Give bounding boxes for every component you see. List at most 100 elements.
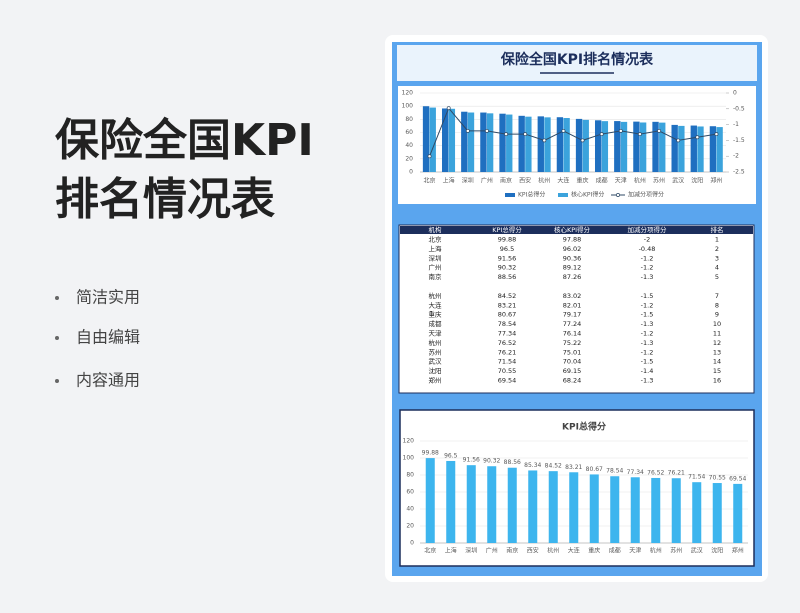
bar	[610, 476, 620, 543]
table-cell: 79.17	[563, 311, 582, 319]
y2-tick-label: -0.5	[733, 105, 745, 112]
table-cell: 89.12	[563, 264, 582, 272]
table-cell: 3	[715, 254, 719, 262]
table-cell: 12	[713, 339, 721, 347]
table-cell: 1	[715, 236, 719, 244]
bar	[659, 122, 666, 172]
bullet: 简洁实用	[76, 288, 140, 307]
table-cell: -1.5	[641, 358, 654, 366]
x-tick-label: 杭州	[538, 177, 550, 185]
line-marker	[714, 132, 719, 137]
table-cell: -0.48	[639, 245, 656, 253]
x-tick-label: 南京	[500, 177, 512, 185]
table-cell: 16	[713, 377, 721, 385]
table-cell: 91.56	[498, 254, 517, 262]
line-marker	[637, 132, 642, 137]
x-tick-label: 北京	[424, 177, 436, 185]
table-cell: 上海	[429, 244, 443, 253]
table-cell: 70.04	[563, 358, 582, 366]
y-tick-label: 20	[406, 523, 414, 530]
bar	[712, 483, 722, 543]
x-tick-label: 上海	[443, 177, 455, 185]
line	[429, 107, 717, 157]
y-tick-label: 120	[403, 438, 415, 445]
table-cell: -1.5	[641, 292, 654, 300]
x-tick-label: 郑州	[710, 177, 722, 185]
sheet-title: 保险全国KPI排名情况表	[500, 51, 654, 68]
y-tick-label: 20	[405, 155, 413, 162]
bullet-dot	[55, 336, 59, 340]
line-marker	[427, 154, 432, 159]
table-cell: 76.14	[563, 330, 582, 338]
table-header	[400, 226, 753, 234]
table-cell: -1.4	[641, 367, 654, 375]
y-tick-label: 100	[402, 103, 414, 110]
table-cell: 8	[715, 301, 719, 309]
headline: 排名情况表	[55, 174, 275, 225]
chart-title: KPI总得分	[562, 421, 606, 433]
data-label: 83.21	[565, 464, 582, 471]
bar	[652, 121, 659, 172]
table-cell: 99.88	[498, 236, 517, 244]
x-tick-label: 成都	[609, 547, 621, 555]
x-tick-label: 重庆	[577, 177, 589, 185]
x-tick-label: 西安	[527, 547, 539, 555]
table-cell: 96.02	[563, 245, 582, 253]
bar	[589, 474, 599, 543]
data-label: 88.56	[504, 459, 521, 466]
bar	[633, 121, 640, 172]
data-label: 77.34	[627, 469, 644, 476]
legend-label: 加减分项得分	[628, 191, 664, 199]
bar	[548, 471, 558, 543]
x-tick-label: 苏州	[653, 177, 665, 185]
bar	[690, 125, 697, 172]
bar	[671, 124, 678, 172]
table-cell: 广州	[429, 263, 442, 272]
x-tick-label: 大连	[557, 177, 569, 185]
bar	[525, 116, 532, 172]
x-tick-label: 天津	[629, 548, 641, 555]
bar	[507, 467, 517, 543]
table-cell: 郑州	[429, 377, 442, 385]
bar	[480, 112, 487, 172]
y2-tick-label: -1.5	[733, 137, 745, 144]
bar	[569, 472, 579, 543]
data-label: 96.5	[444, 452, 458, 459]
line-marker	[542, 138, 547, 143]
y-tick-label: 100	[403, 455, 415, 462]
line-marker	[676, 138, 681, 143]
table-cell: -1.2	[641, 330, 654, 338]
bar	[582, 119, 589, 172]
table-cell: 77.34	[498, 330, 517, 338]
bar	[556, 117, 564, 172]
y2-tick-label: -1	[733, 121, 739, 128]
data-label: 90.32	[483, 458, 500, 465]
table-cell: 2	[715, 245, 719, 253]
line-marker	[695, 135, 700, 140]
table-cell: -1.3	[641, 377, 654, 385]
y2-tick-label: -2.5	[733, 169, 745, 176]
data-label: 69.54	[729, 475, 746, 482]
x-tick-label: 天津	[615, 178, 627, 185]
data-label: 84.52	[545, 463, 562, 470]
x-tick-label: 深圳	[462, 177, 474, 185]
legend-label: 核心KPI得分	[571, 191, 604, 199]
x-tick-label: 苏州	[670, 547, 682, 555]
x-tick-label: 深圳	[465, 547, 477, 555]
table-cell: -1.2	[641, 301, 654, 309]
data-label: 99.88	[422, 450, 439, 457]
data-label: 70.55	[709, 475, 726, 482]
x-tick-label: 杭州	[547, 547, 559, 555]
line-marker	[657, 128, 662, 133]
bullet: 自由编辑	[76, 328, 140, 347]
data-label: 76.21	[668, 470, 685, 477]
legend-swatch	[505, 193, 515, 197]
bullet-dot	[55, 296, 59, 300]
table-cell: 苏州	[429, 347, 442, 356]
bar	[518, 115, 525, 172]
y-tick-label: 40	[405, 142, 413, 149]
table-cell: 70.55	[498, 367, 517, 375]
bar	[486, 113, 494, 172]
table-cell: 大连	[429, 300, 443, 309]
